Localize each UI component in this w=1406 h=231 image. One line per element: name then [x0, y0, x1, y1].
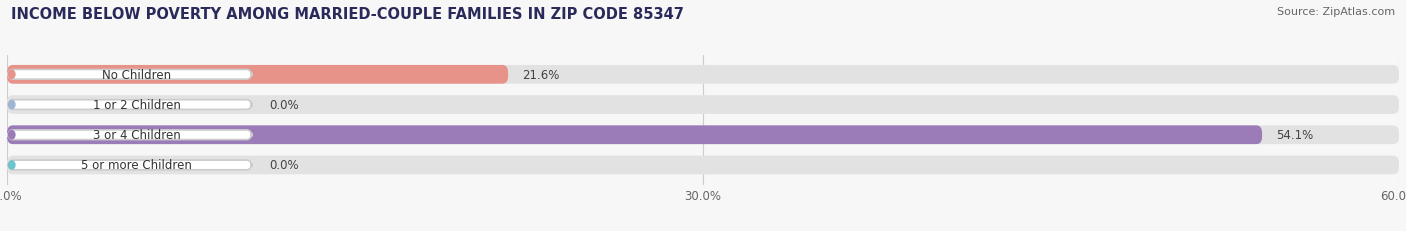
- FancyBboxPatch shape: [7, 66, 508, 84]
- Text: INCOME BELOW POVERTY AMONG MARRIED-COUPLE FAMILIES IN ZIP CODE 85347: INCOME BELOW POVERTY AMONG MARRIED-COUPL…: [11, 7, 685, 22]
- FancyBboxPatch shape: [7, 126, 1263, 144]
- FancyBboxPatch shape: [7, 156, 1399, 175]
- FancyBboxPatch shape: [8, 70, 252, 80]
- FancyBboxPatch shape: [7, 126, 1399, 144]
- Text: 0.0%: 0.0%: [269, 99, 299, 112]
- Circle shape: [8, 71, 15, 79]
- Text: 1 or 2 Children: 1 or 2 Children: [93, 99, 181, 112]
- Text: 0.0%: 0.0%: [269, 159, 299, 172]
- FancyBboxPatch shape: [8, 161, 252, 170]
- Text: 54.1%: 54.1%: [1277, 129, 1313, 142]
- Circle shape: [8, 161, 15, 169]
- Circle shape: [8, 131, 15, 139]
- FancyBboxPatch shape: [8, 100, 252, 110]
- Text: No Children: No Children: [103, 69, 172, 82]
- FancyBboxPatch shape: [7, 66, 1399, 84]
- Circle shape: [8, 101, 15, 109]
- Text: 5 or more Children: 5 or more Children: [82, 159, 193, 172]
- Text: Source: ZipAtlas.com: Source: ZipAtlas.com: [1277, 7, 1395, 17]
- FancyBboxPatch shape: [7, 96, 1399, 114]
- Text: 3 or 4 Children: 3 or 4 Children: [93, 129, 180, 142]
- FancyBboxPatch shape: [8, 130, 252, 140]
- Text: 21.6%: 21.6%: [522, 69, 560, 82]
